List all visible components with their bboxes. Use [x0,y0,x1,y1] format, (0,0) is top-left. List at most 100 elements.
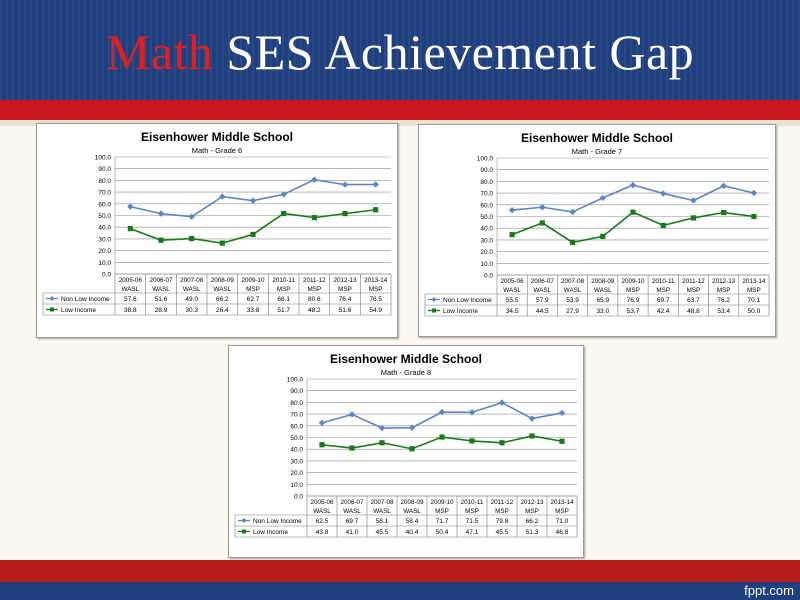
x-tick-label: 2010-11 [461,499,484,506]
x-tick-sublabel: WASL [313,508,331,515]
data-table-value: 49.0 [185,296,198,303]
data-table-value: 69.7 [657,297,670,304]
data-table-value: 62.7 [247,296,260,303]
x-tick-label: 2006-07 [149,277,173,284]
data-point-non-low-income [249,197,257,204]
y-tick-label: 0.0 [484,273,493,280]
y-tick-label: 50.0 [480,214,493,221]
data-point-low-income [127,226,133,232]
data-table-value: 33.0 [596,308,609,315]
data-table-value: 40.4 [406,529,419,536]
x-tick-label: 2012-13 [712,278,736,285]
data-table-value: 33.8 [247,307,260,314]
data-table-value: 55.5 [506,297,519,304]
data-table-value: 46.8 [556,529,569,536]
data-table-value: 45.5 [376,529,389,536]
data-table-value: 51.6 [339,307,352,314]
data-table-value: 28.9 [155,307,168,314]
legend-entry: Non Low Income [443,297,492,304]
data-point-low-income [539,220,545,226]
data-point-non-low-income [280,191,287,198]
data-point-low-income [250,231,256,238]
data-table-value: 51.3 [526,529,539,536]
data-point-non-low-income [372,181,379,188]
x-tick-label: 2007-08 [180,277,204,284]
x-tick-label: 2006-07 [531,278,555,285]
x-tick-sublabel: MSP [308,286,322,293]
data-table-value: 57.9 [536,297,549,304]
data-table-value: 53.7 [627,308,640,315]
x-tick-sublabel: MSP [687,287,701,294]
data-table-value: 71.7 [436,518,449,525]
data-point-non-low-income [341,181,349,188]
x-tick-sublabel: MSP [369,286,383,293]
y-tick-label: 30.0 [98,236,111,243]
x-tick-sublabel: WASL [214,286,232,293]
data-table-value: 76.2 [717,297,730,304]
data-table-value: 45.5 [496,529,509,536]
data-table-value: 66.2 [216,296,229,303]
x-tick-label: 2010-11 [272,277,295,284]
data-point-low-income [690,215,697,221]
series-line-non-low-income [512,184,755,213]
legend-entry: Low Income [61,307,96,314]
data-point-non-low-income [188,213,195,220]
x-tick-label: 2010-11 [652,278,675,285]
legend-entry: Non Low Income [61,296,110,303]
data-point-low-income [349,445,355,451]
x-tick-sublabel: WASL [403,508,421,515]
chart-svg: Eisenhower Middle School Math - Grade 8 10… [234,352,578,538]
y-tick-label: 20.0 [290,470,303,477]
data-point-low-income [281,210,287,217]
slide-title-accent: Math [105,24,214,80]
y-tick-label: 70.0 [480,191,493,198]
y-tick-label: 100.0 [477,156,494,163]
data-table-value: 54.9 [369,307,382,314]
x-tick-sublabel: MSP [717,287,731,294]
data-point-non-low-income [720,182,727,190]
data-point-low-income [439,434,445,440]
data-point-non-low-income [408,424,416,431]
cream-divider-band [0,120,800,126]
data-table-value: 50.0 [748,308,761,315]
data-table-value: 76.9 [627,297,640,304]
data-point-non-low-income [318,419,326,427]
data-point-low-income [311,215,317,221]
data-table-value: 51.6 [155,296,168,303]
data-table-value: 42.4 [657,308,670,315]
data-point-non-low-income [127,203,134,210]
data-point-non-low-income [157,210,165,217]
x-tick-label: 2013-14 [742,278,766,285]
data-table-value: 48.8 [687,308,700,315]
legend-marker [241,518,247,523]
legend-marker [432,308,436,313]
data-table-value: 27.9 [566,308,579,315]
data-point-low-income [409,446,415,452]
data-table-value: 76.4 [339,296,352,303]
data-point-non-low-income [378,424,386,432]
x-tick-sublabel: WASL [122,286,140,293]
data-table-value: 62.5 [316,518,329,525]
chart-title: Eisenhower Middle School [141,130,293,144]
y-tick-label: 0.0 [294,494,303,501]
data-point-low-income [529,433,535,439]
bottom-red-band [0,560,800,582]
y-tick-label: 50.0 [98,213,111,220]
x-tick-sublabel: WASL [183,286,201,293]
x-tick-label: 2008-09 [211,277,235,284]
data-point-low-income [721,209,727,216]
x-tick-label: 2007-08 [370,499,394,506]
y-tick-label: 90.0 [290,388,303,395]
data-table-value: 34.5 [506,308,519,315]
x-tick-sublabel: WASL [373,508,391,515]
data-table-value: 43.8 [316,529,329,536]
data-point-low-income [158,237,164,243]
data-point-non-low-income [569,208,576,216]
x-tick-sublabel: MSP [465,508,479,515]
data-table-value: 41.0 [346,529,359,536]
data-point-non-low-income [348,411,356,418]
y-tick-label: 40.0 [480,226,493,233]
x-tick-label: 2009-10 [430,499,454,506]
data-table-value: 69.7 [346,518,359,525]
data-table-value: 48.2 [308,307,321,314]
